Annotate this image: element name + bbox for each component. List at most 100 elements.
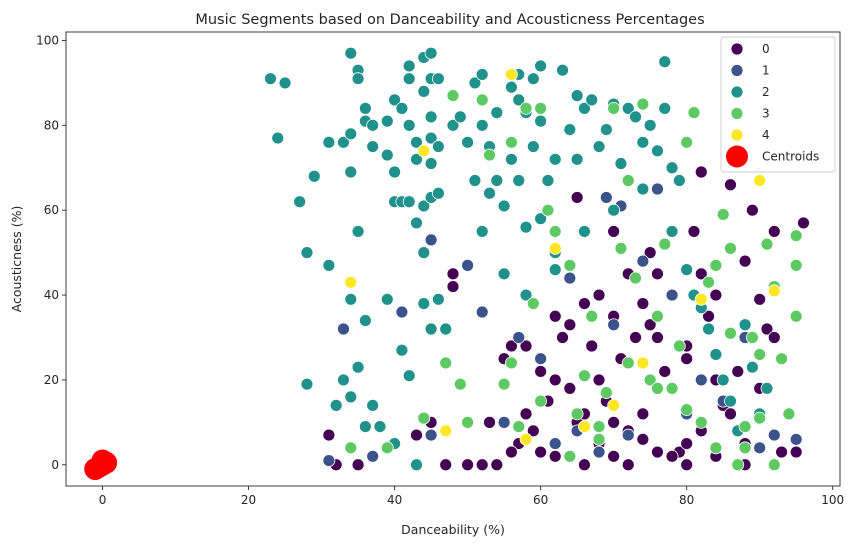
point-cluster-1 [599, 191, 613, 204]
point-cluster-3 [534, 101, 548, 115]
point-cluster-0 [680, 437, 694, 450]
point-cluster-3 [592, 432, 606, 446]
point-cluster-2 [424, 110, 438, 124]
point-cluster-1 [366, 449, 380, 463]
point-cluster-1 [424, 428, 438, 442]
point-cluster-2 [548, 152, 562, 166]
point-cluster-3 [592, 420, 606, 433]
point-cluster-2 [410, 135, 423, 149]
legend-marker [730, 42, 744, 56]
point-cluster-3 [541, 203, 555, 217]
point-cluster-1 [461, 258, 475, 272]
point-cluster-0 [570, 191, 584, 204]
point-cluster-2 [402, 118, 416, 132]
point-cluster-0 [519, 339, 533, 353]
point-cluster-3 [475, 93, 489, 107]
point-cluster-0 [724, 178, 737, 192]
point-cluster-2 [636, 182, 650, 196]
point-cluster-0 [556, 331, 569, 344]
point-cluster-3 [702, 275, 715, 289]
point-cluster-3 [585, 309, 599, 323]
point-cluster-0 [578, 458, 591, 472]
point-cluster-1 [512, 331, 526, 344]
point-cluster-2 [483, 186, 496, 200]
point-cluster-2 [351, 225, 365, 238]
point-cluster-1 [475, 305, 489, 319]
point-cluster-0 [592, 373, 606, 387]
y-tick-label: 0 [51, 458, 59, 472]
point-cluster-3 [519, 101, 533, 115]
point-cluster-1 [621, 428, 635, 442]
point-cluster-2 [358, 101, 372, 115]
point-cluster-2 [724, 394, 737, 408]
point-cluster-2 [358, 420, 372, 433]
point-cluster-3 [621, 174, 635, 187]
point-cluster-2 [665, 161, 679, 175]
point-cluster-2 [380, 114, 394, 128]
point-cluster-0 [658, 365, 672, 378]
point-cluster-2 [468, 76, 482, 90]
legend-label: Centroids [762, 150, 819, 164]
point-cluster-2 [366, 140, 380, 153]
point-cluster-2 [278, 76, 292, 90]
x-tick-label: 80 [679, 493, 694, 507]
point-cluster-2 [417, 297, 431, 310]
y-tick-label: 100 [36, 33, 59, 47]
point-cluster-3 [687, 106, 701, 120]
point-cluster-3 [680, 403, 694, 417]
point-cluster-2 [380, 292, 394, 306]
point-cluster-2 [709, 348, 723, 361]
point-cluster-2 [519, 220, 533, 234]
point-cluster-0 [731, 365, 745, 378]
point-cluster-2 [512, 93, 526, 107]
x-tick-label: 60 [533, 493, 548, 507]
point-cluster-2 [402, 195, 416, 209]
point-cluster-0 [534, 365, 548, 378]
point-cluster-0 [636, 432, 650, 446]
point-cluster-2 [658, 101, 672, 115]
point-cluster-3 [753, 411, 767, 425]
legend-label: 0 [762, 42, 770, 56]
point-cluster-0 [665, 449, 679, 463]
point-cluster-2 [300, 377, 314, 391]
legend-label: 4 [762, 128, 770, 142]
legend-marker [730, 85, 744, 99]
point-cluster-2 [337, 373, 350, 387]
point-cluster-1 [563, 271, 577, 285]
point-cluster-2 [570, 152, 584, 166]
point-cluster-3 [767, 458, 781, 472]
point-cluster-2 [307, 169, 321, 183]
point-cluster-3 [599, 386, 613, 400]
point-cluster-3 [694, 415, 708, 429]
point-cluster-4 [578, 420, 591, 433]
point-cluster-3 [563, 449, 577, 463]
point-cluster-0 [585, 339, 599, 353]
point-cluster-2 [745, 360, 759, 374]
point-cluster-0 [797, 216, 810, 230]
point-cluster-2 [351, 360, 365, 374]
point-cluster-0 [322, 428, 336, 442]
point-cluster-4 [607, 398, 621, 412]
point-cluster-1 [322, 454, 336, 467]
point-cluster-3 [483, 148, 496, 162]
point-cluster-0 [636, 297, 650, 310]
centroid-point [91, 449, 114, 472]
point-cluster-2 [672, 174, 686, 187]
point-cluster-2 [366, 398, 380, 412]
point-cluster-2 [651, 144, 664, 158]
point-cluster-2 [344, 292, 358, 306]
point-cluster-2 [337, 135, 350, 149]
point-cluster-1 [548, 437, 562, 450]
point-cluster-2 [490, 106, 504, 120]
point-cluster-3 [505, 356, 518, 370]
point-cluster-0 [548, 309, 562, 323]
point-cluster-2 [417, 85, 431, 98]
point-cluster-2 [541, 174, 555, 187]
point-cluster-3 [497, 377, 511, 391]
point-cluster-2 [373, 420, 387, 433]
point-cluster-3 [731, 458, 745, 472]
point-cluster-2 [738, 318, 752, 332]
point-cluster-4 [636, 356, 650, 370]
point-cluster-0 [461, 458, 475, 472]
